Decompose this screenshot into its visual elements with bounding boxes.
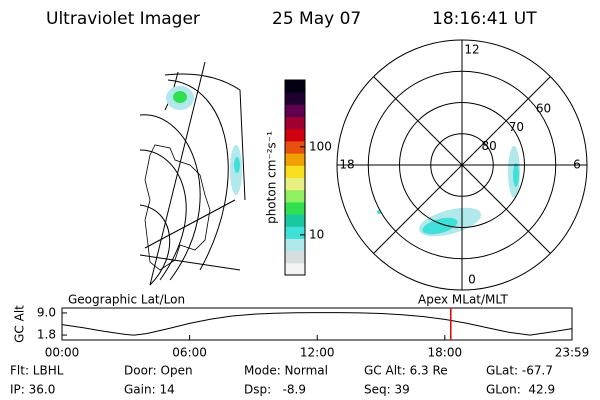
y-tick-label: 1.8: [37, 328, 56, 342]
polar-aurora: [377, 146, 520, 237]
info-field: Dsp: -8.9: [244, 383, 306, 397]
lat-label: 70: [509, 120, 524, 134]
info-field: Mode: Normal: [244, 364, 328, 378]
mlt-spoke: [373, 76, 551, 254]
geo-image: [139, 61, 246, 286]
colorbar: 10 100 photon cm⁻²s⁻¹: [265, 79, 332, 276]
color-step: [285, 92, 305, 105]
info-field: GLat: -67.7: [486, 364, 553, 378]
color-step: [285, 104, 305, 118]
alt-title-right: Apex MLat/MLT: [418, 293, 508, 307]
alt-title-left: Geographic Lat/Lon: [68, 293, 185, 307]
color-step: [285, 226, 305, 239]
mlt-label: 6: [573, 158, 581, 172]
colorbar-tick-label: 10: [309, 227, 324, 241]
mlt-label: 12: [464, 43, 479, 57]
color-step: [285, 140, 305, 154]
info-field: Gain: 14: [124, 383, 175, 397]
altitude-plot: Geographic Lat/Lon Apex MLat/MLT GC Alt 9.0…: [13, 293, 590, 360]
info-field: GLon: 42.9: [486, 383, 555, 397]
color-step: [285, 128, 305, 142]
mlt-label: 0: [468, 273, 476, 287]
color-step: [285, 250, 305, 264]
info-field: Seq: 39: [364, 383, 410, 397]
lat-label: 60: [536, 101, 551, 115]
x-tick-label: 23:59: [555, 346, 590, 360]
info-field: Flt: LBHL: [10, 364, 64, 378]
altitude-line: [61, 312, 573, 336]
date: 25 May 07: [272, 9, 361, 29]
info-panel: Flt: LBHL Door: Open Mode: Normal GC Alt: 6…: [10, 364, 555, 397]
x-tick-label: 00:00: [45, 346, 80, 360]
alt-ylabel: GC Alt: [13, 305, 27, 343]
x-tick-label: 06:00: [172, 346, 207, 360]
lat-label: 80: [482, 139, 497, 153]
color-step: [285, 80, 305, 93]
color-step: [285, 189, 305, 203]
instrument: Ultraviolet Imager: [46, 9, 200, 29]
color-step: [285, 165, 305, 178]
color-step: [285, 262, 305, 276]
mlt-label: 18: [339, 158, 354, 172]
time: 18:16:41 UT: [432, 9, 537, 29]
colorbar-frame: [284, 79, 306, 276]
info-field: GC Alt: 6.3 Re: [364, 364, 448, 378]
x-tick-label: 18:00: [428, 346, 463, 360]
info-field: IP: 36.0: [10, 383, 55, 397]
color-step: [285, 116, 305, 130]
color-step: [285, 177, 305, 191]
y-tick-label: 9.0: [37, 305, 56, 319]
info-field: Door: Open: [124, 364, 193, 378]
color-step: [285, 238, 305, 252]
x-tick-label: 12:00: [300, 346, 335, 360]
color-step: [285, 201, 305, 215]
colorbar-tick-label: 100: [309, 139, 332, 153]
colorbar-label: photon cm⁻²s⁻¹: [265, 131, 279, 224]
color-step: [285, 153, 305, 166]
color-step: [285, 214, 305, 227]
